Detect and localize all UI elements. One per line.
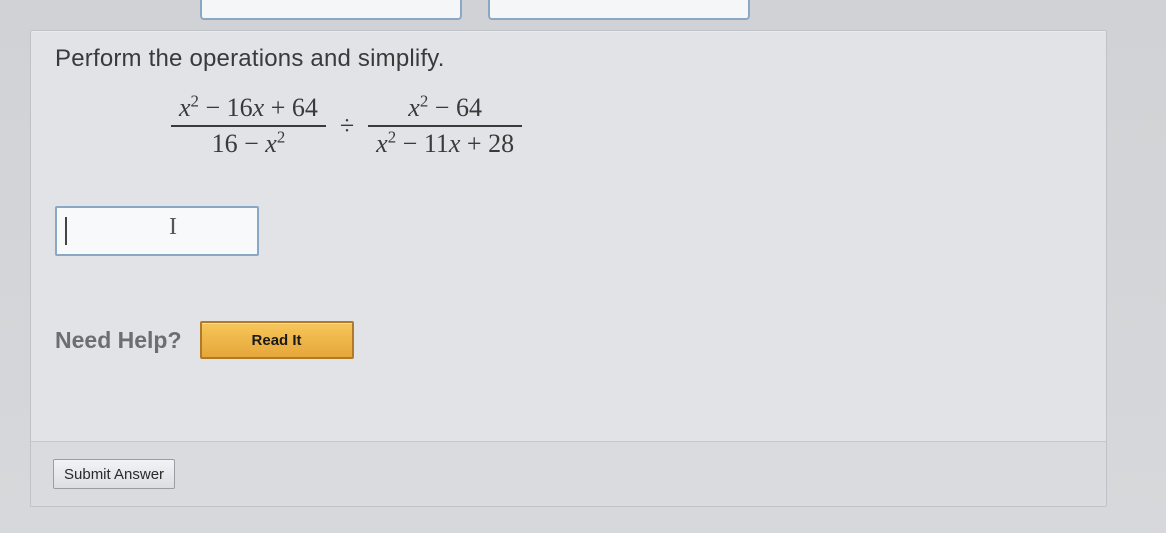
- cursor-glyph: I: [169, 214, 177, 241]
- question-card: Perform the operations and simplify. x2 …: [30, 30, 1107, 507]
- fraction-left-denominator: 16 − x2: [204, 129, 294, 159]
- question-prompt: Perform the operations and simplify.: [55, 45, 445, 73]
- submit-answer-button[interactable]: Submit Answer: [53, 459, 175, 489]
- partial-box-2: [488, 0, 750, 20]
- division-operator: ÷: [326, 111, 368, 141]
- submit-answer-label: Submit Answer: [64, 466, 164, 483]
- partial-top-boxes: [200, 0, 750, 20]
- math-expression: x2 − 16x + 64 16 − x2 ÷ x2 − 64 x2 − 11x…: [171, 93, 522, 159]
- need-help-label: Need Help?: [55, 327, 182, 354]
- fraction-left: x2 − 16x + 64 16 − x2: [171, 93, 326, 159]
- help-row: Need Help? Read It: [55, 321, 354, 359]
- fraction-left-bar: [171, 125, 326, 127]
- partial-box-1: [200, 0, 462, 20]
- read-it-button[interactable]: Read It: [200, 321, 354, 359]
- text-caret: [65, 217, 67, 245]
- page-root: Perform the operations and simplify. x2 …: [0, 0, 1166, 533]
- submit-row: Submit Answer: [31, 441, 1106, 506]
- fraction-right-denominator: x2 − 11x + 28: [368, 129, 522, 159]
- answer-input[interactable]: I: [55, 206, 259, 256]
- read-it-label: Read It: [252, 332, 302, 349]
- fraction-right: x2 − 64 x2 − 11x + 28: [368, 93, 522, 159]
- fraction-left-numerator: x2 − 16x + 64: [171, 93, 326, 123]
- fraction-right-numerator: x2 − 64: [400, 93, 490, 123]
